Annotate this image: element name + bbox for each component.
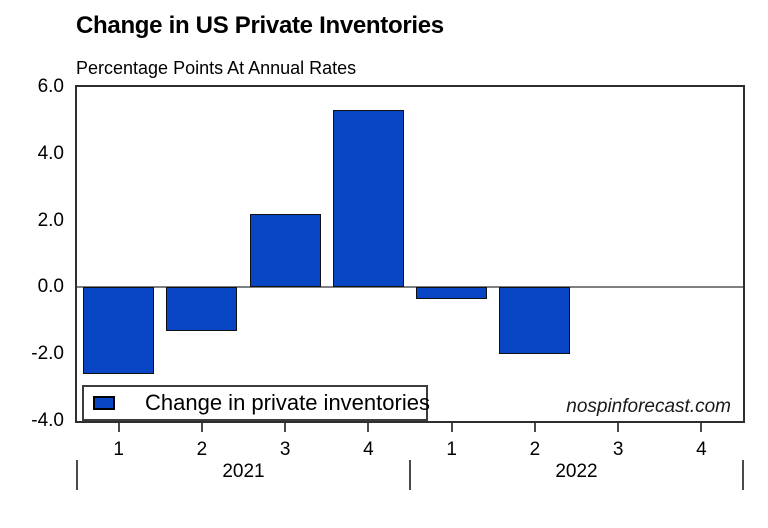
x-tick [200, 423, 203, 432]
bar-2021-q1 [83, 287, 155, 375]
chart-subtitle: Percentage Points At Annual Rates [76, 58, 357, 78]
legend-swatch-icon [93, 396, 115, 410]
y-axis-label: 4.0 [37, 142, 64, 164]
x-tick [533, 423, 536, 432]
bar-2022-q1 [416, 287, 488, 300]
x-label-2022-q2: 2 [529, 439, 541, 460]
watermark: nospinforecast.com [566, 396, 731, 417]
plot-area [75, 85, 745, 423]
bar-2021-q2 [166, 287, 238, 331]
legend: Change in private inventories [82, 385, 430, 421]
x-label-2021-q4: 4 [363, 439, 374, 460]
bar-2022-q2 [499, 287, 571, 355]
x-label-2022-q4: 4 [696, 439, 707, 460]
y-axis-label: -2.0 [31, 343, 64, 365]
year-label-2022: 2022 [555, 461, 598, 482]
legend-label: Change in private inventories [145, 390, 430, 415]
chart-title: Change in US Private Inventories [76, 12, 444, 39]
x-label-2022-q3: 3 [612, 439, 624, 460]
year-label-2021: 2021 [222, 461, 265, 482]
y-axis-label: 6.0 [37, 76, 64, 97]
bar-2021-q3 [249, 213, 321, 288]
year-separator [76, 460, 78, 490]
year-separator [742, 460, 744, 490]
x-tick [367, 423, 370, 432]
x-tick [117, 423, 120, 432]
x-label-2022-q1: 1 [446, 439, 457, 460]
zero-line [77, 286, 743, 289]
x-tick [617, 423, 620, 432]
y-axis-label: 0.0 [37, 276, 64, 298]
year-separator [409, 460, 411, 490]
bar-2021-q4 [332, 110, 404, 288]
x-tick [450, 423, 453, 432]
x-label-2021-q1: 1 [113, 439, 124, 460]
y-axis-label: -4.0 [31, 410, 64, 431]
x-tick [284, 423, 287, 432]
x-tick [700, 423, 703, 432]
x-label-2021-q3: 3 [279, 439, 291, 460]
y-axis-label: 2.0 [37, 209, 64, 231]
x-label-2021-q2: 2 [196, 439, 208, 460]
